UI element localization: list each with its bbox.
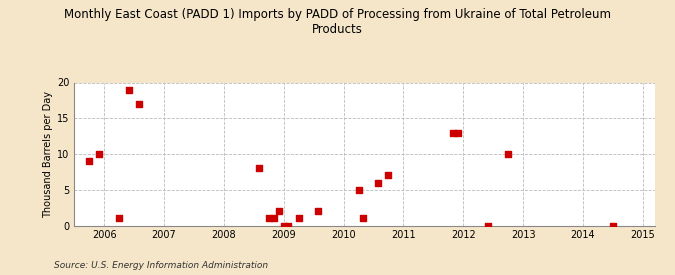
Text: Source: U.S. Energy Information Administration: Source: U.S. Energy Information Administ… bbox=[54, 260, 268, 270]
Point bbox=[283, 223, 294, 228]
Point bbox=[278, 223, 289, 228]
Point bbox=[134, 102, 144, 106]
Point bbox=[353, 188, 364, 192]
Point bbox=[453, 130, 464, 135]
Point bbox=[113, 216, 124, 221]
Point bbox=[273, 209, 284, 213]
Point bbox=[263, 216, 274, 221]
Point bbox=[448, 130, 458, 135]
Text: Monthly East Coast (PADD 1) Imports by PADD of Processing from Ukraine of Total : Monthly East Coast (PADD 1) Imports by P… bbox=[64, 8, 611, 36]
Point bbox=[358, 216, 369, 221]
Point bbox=[313, 209, 324, 213]
Point bbox=[124, 87, 135, 92]
Y-axis label: Thousand Barrels per Day: Thousand Barrels per Day bbox=[43, 90, 53, 218]
Point bbox=[84, 159, 95, 163]
Point bbox=[268, 216, 279, 221]
Point bbox=[253, 166, 264, 170]
Point bbox=[293, 216, 304, 221]
Point bbox=[503, 152, 514, 156]
Point bbox=[373, 180, 383, 185]
Point bbox=[94, 152, 105, 156]
Point bbox=[483, 223, 494, 228]
Point bbox=[383, 173, 394, 178]
Point bbox=[608, 223, 618, 228]
